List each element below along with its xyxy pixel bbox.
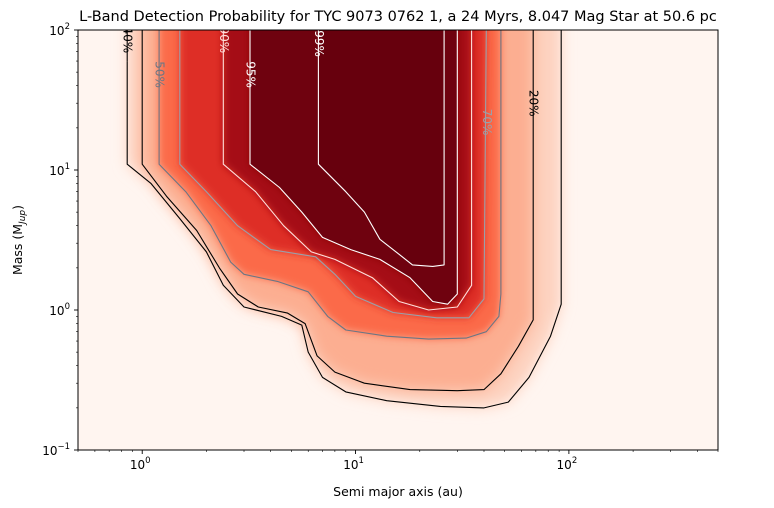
y-tick-label: 10−1: [42, 442, 70, 458]
y-tick-label: 100: [49, 302, 70, 318]
y-axis-label-main: Mass (M: [10, 224, 25, 275]
contour-label-70: 70%: [480, 109, 494, 136]
contour-line-99: [317, 30, 445, 267]
heatmap-core-99: [318, 30, 445, 267]
y-tick-label: 101: [49, 162, 70, 178]
y-axis-label-subscript: Jup: [18, 210, 28, 226]
contour-line-30: [141, 30, 534, 392]
contour-label-95: 95%: [243, 61, 257, 88]
plot-frame: [77, 29, 719, 451]
contour-line-90: [222, 30, 473, 311]
y-axis-label-close: ): [10, 205, 25, 210]
y-axis-label: Mass (MJup): [10, 205, 28, 275]
x-tick-label: 101: [343, 456, 364, 472]
contour-line-50: [158, 30, 502, 340]
contour-label-99: 99%: [312, 30, 326, 57]
plot-area: 20%40%50%70%90%95%99%: [78, 27, 718, 450]
x-axis-ticks: 100 101 102: [77, 450, 719, 472]
heatmap-layer: [127, 30, 562, 408]
x-tick-label: 100: [130, 456, 151, 472]
contour-line-95: [249, 30, 458, 305]
contour-line-20: [126, 30, 562, 409]
x-tick-label: 102: [557, 456, 578, 472]
contour-layer: 20%40%50%70%90%95%99%: [121, 27, 562, 409]
chart-title: L-Band Detection Probability for TYC 907…: [79, 9, 717, 25]
contour-label-50: 50%: [153, 61, 167, 88]
contour-label-90: 90%: [217, 27, 231, 54]
y-tick-label: 102: [49, 22, 70, 38]
contour-line-70: [179, 30, 487, 319]
x-axis-label: Semi major axis (au): [333, 484, 463, 499]
contour-label-40: 40%: [121, 27, 135, 54]
y-axis-ticks: 10−1 100 101 102: [42, 22, 78, 458]
